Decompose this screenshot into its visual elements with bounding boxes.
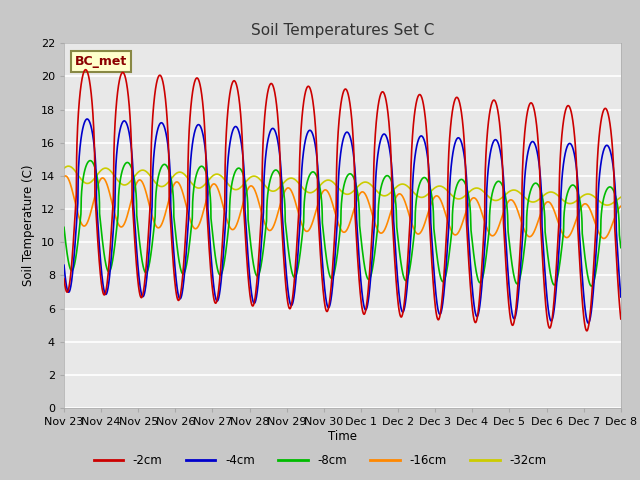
-16cm [467, 197, 475, 203]
-2cm [436, 310, 444, 316]
Y-axis label: Soil Temperature (C): Soil Temperature (C) [22, 165, 35, 287]
-4cm [499, 167, 507, 173]
-4cm [467, 273, 475, 278]
-4cm [161, 124, 168, 130]
Line: -32cm: -32cm [64, 166, 621, 205]
-8cm [322, 250, 330, 256]
-4cm [83, 116, 91, 122]
-2cm [82, 67, 90, 72]
-2cm [617, 316, 625, 322]
Text: BC_met: BC_met [75, 55, 127, 68]
-8cm [436, 274, 444, 280]
-8cm [617, 245, 625, 251]
-2cm [499, 175, 507, 181]
-32cm [467, 187, 475, 193]
-2cm [467, 294, 475, 300]
-16cm [61, 173, 69, 179]
-32cm [60, 166, 68, 171]
-8cm [499, 184, 507, 190]
Legend: -2cm, -4cm, -8cm, -16cm, -32cm: -2cm, -4cm, -8cm, -16cm, -32cm [89, 449, 551, 472]
-2cm [616, 311, 624, 317]
-4cm [322, 295, 330, 300]
-16cm [322, 187, 330, 193]
-32cm [322, 178, 330, 183]
-16cm [617, 204, 625, 209]
-16cm [616, 204, 624, 210]
-4cm [616, 288, 624, 294]
-2cm [322, 306, 330, 312]
-16cm [436, 197, 444, 203]
-4cm [436, 311, 444, 317]
-32cm [161, 183, 168, 189]
-8cm [86, 158, 94, 164]
-16cm [499, 211, 507, 217]
Line: -2cm: -2cm [64, 70, 621, 331]
X-axis label: Time: Time [328, 430, 357, 443]
Line: -8cm: -8cm [64, 161, 621, 286]
-2cm [161, 86, 168, 92]
-2cm [583, 328, 591, 334]
-32cm [616, 194, 624, 200]
-16cm [60, 174, 68, 180]
-32cm [65, 163, 72, 169]
-16cm [161, 215, 168, 220]
-8cm [588, 283, 595, 289]
-2cm [60, 276, 68, 281]
-8cm [60, 225, 68, 230]
-8cm [467, 229, 475, 235]
-4cm [617, 294, 625, 300]
-32cm [499, 194, 507, 200]
-32cm [436, 183, 444, 189]
Line: -4cm: -4cm [64, 119, 621, 323]
-4cm [584, 320, 592, 326]
Line: -16cm: -16cm [64, 176, 621, 239]
Title: Soil Temperatures Set C: Soil Temperatures Set C [251, 23, 434, 38]
-16cm [600, 236, 607, 241]
-4cm [60, 263, 68, 268]
-32cm [604, 202, 611, 208]
-8cm [616, 240, 624, 246]
-8cm [161, 161, 168, 167]
-32cm [617, 194, 625, 200]
